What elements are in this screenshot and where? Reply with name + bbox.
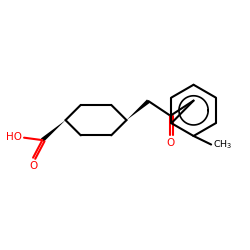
Text: HO: HO [6,132,22,142]
Text: CH$_3$: CH$_3$ [212,138,232,151]
Polygon shape [41,120,66,142]
Text: O: O [167,138,175,148]
Polygon shape [126,100,150,120]
Text: O: O [30,161,38,171]
